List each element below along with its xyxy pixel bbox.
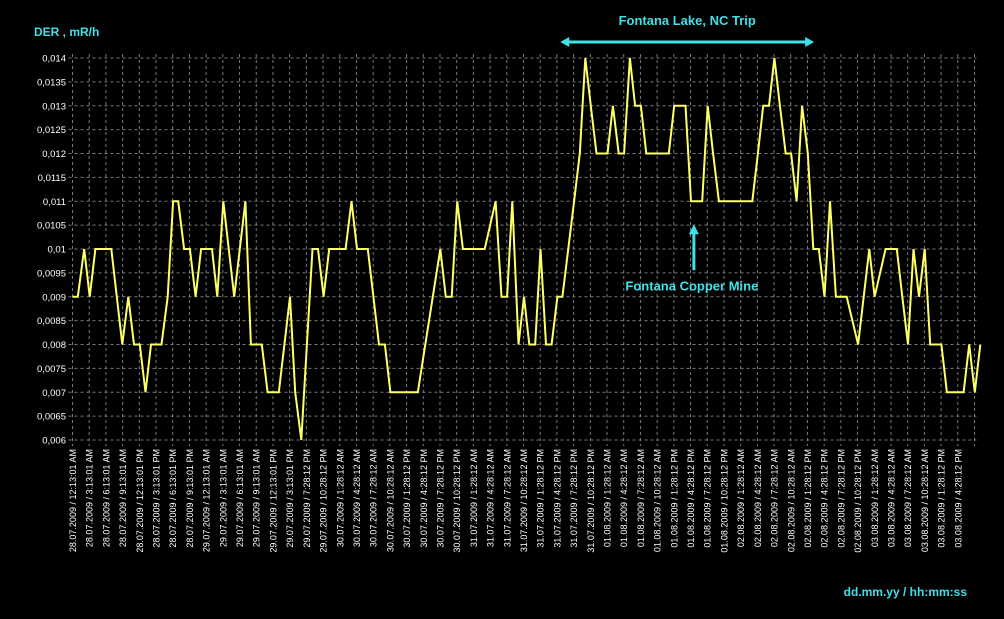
y-tick-label: 0,011	[43, 197, 66, 208]
dose-rate-line	[72, 57, 982, 441]
x-tick-label: 01.08.2009 / 10:28:12 AM	[653, 449, 663, 552]
x-tick-label: 29.07.2009 / 3:13:01 PM	[285, 449, 295, 548]
x-tick-label: 03.08.2009 / 7:28:12 AM	[903, 449, 913, 547]
trip-annotation-label: Fontana Lake, NC Trip	[619, 13, 756, 28]
mine-arrow-head	[688, 224, 699, 235]
x-tick-label: 31.07.2009 / 4:28:12 PM	[552, 449, 562, 548]
y-tick-label: 0,01	[48, 245, 67, 256]
y-tick-label: 0,013	[42, 101, 66, 112]
y-tick-label: 0,0125	[37, 125, 66, 136]
x-tick-label: 02.08.2009 / 10:28:12 AM	[786, 449, 796, 552]
y-axis-label: DER , mR/h	[34, 25, 99, 39]
x-tick-label: 30.07.2009 / 1:28:12 AM	[335, 449, 345, 547]
x-tick-label: 01.08.2009 / 1:28:12 PM	[669, 449, 679, 548]
x-tick-label: 30.07.2009 / 10:28:12 AM	[385, 449, 395, 552]
x-tick-label: 28.07.2009 / 12:13:01 PM	[135, 449, 145, 553]
trip-range-arrow-right-head	[805, 37, 815, 47]
x-tick-label: 28.07.2009 / 3:13:01 PM	[152, 449, 162, 548]
y-tick-label: 0,0135	[37, 77, 66, 88]
y-tick-label: 0,012	[42, 149, 66, 160]
series-group	[72, 57, 982, 441]
x-tick-label: 31.07.2009 / 4:28:12 AM	[486, 449, 496, 547]
y-tick-label: 0,0065	[37, 412, 66, 423]
x-tick-label: 30.07.2009 / 7:28:12 AM	[369, 449, 379, 547]
x-tick-label: 30.07.2009 / 1:28:12 PM	[402, 449, 412, 548]
x-tick-label: 29.07.2009 / 10:28:12 PM	[319, 449, 329, 553]
x-tick-label: 28.07.2009 / 6:13:01 AM	[101, 449, 111, 547]
y-tick-label: 0,0115	[38, 173, 66, 184]
x-tick-label: 31.07.2009 / 10:28:12 AM	[519, 449, 529, 552]
y-tick-label: 0,0105	[37, 221, 66, 232]
x-tick-label: 02.08.2009 / 1:28:12 AM	[736, 449, 746, 547]
x-tick-label: 03.08.2009 / 4:28:12 PM	[953, 449, 963, 548]
y-tick-label: 0,008	[42, 340, 66, 351]
x-tick-label: 29.07.2009 / 7:28:12 PM	[302, 449, 312, 548]
x-axis-ticks: 28.07.2009 / 12:13:01 AM 28.07.2009 / 3:1…	[68, 449, 963, 553]
y-axis-ticks: 0,006 0,0065 0,007 0,0075 0,008 0,0085 0,009 0,…	[37, 54, 66, 447]
x-tick-label: 28.07.2009 / 12:13:01 AM	[68, 449, 78, 552]
x-tick-label: 30.07.2009 / 10:28:12 PM	[452, 449, 462, 553]
x-tick-label: 28.07.2009 / 9:13:01 PM	[185, 449, 195, 548]
y-tick-label: 0,0085	[37, 316, 66, 327]
x-tick-label: 02.08.2009 / 10:28:12 PM	[853, 449, 863, 553]
x-tick-label: 03.08.2009 / 4:28:12 AM	[886, 449, 896, 547]
x-tick-label: 31.07.2009 / 1:28:12 PM	[536, 449, 546, 548]
mine-annotation-label: Fontana Copper Mine	[625, 278, 758, 293]
x-tick-label: 29.07.2009 / 3:13:01 AM	[218, 449, 228, 547]
x-tick-label: 28.07.2009 / 3:13:01 AM	[85, 449, 95, 547]
y-tick-label: 0,014	[42, 54, 66, 65]
y-tick-label: 0,009	[42, 292, 66, 303]
x-tick-label: 03.08.2009 / 10:28:12 AM	[920, 449, 930, 552]
x-tick-label: 28.07.2009 / 6:13:01 PM	[168, 449, 178, 548]
x-tick-label: 01.08.2009 / 7:28:12 PM	[703, 449, 713, 548]
x-tick-label: 01.08.2009 / 4:28:12 AM	[619, 449, 629, 547]
x-tick-label: 01.08.2009 / 1:28:12 AM	[603, 449, 613, 547]
x-tick-label: 30.07.2009 / 4:28:12 PM	[419, 449, 429, 548]
x-tick-label: 29.07.2009 / 9:13:01 AM	[252, 449, 262, 547]
x-tick-label: 03.08.2009 / 1:28:12 AM	[870, 449, 880, 547]
x-tick-label: 03.08.2009 / 1:28:12 PM	[937, 449, 947, 548]
x-tick-label: 02.08.2009 / 7:28:12 PM	[836, 449, 846, 548]
x-tick-label: 01.08.2009 / 4:28:12 PM	[686, 449, 696, 548]
x-tick-label: 30.07.2009 / 4:28:12 AM	[352, 449, 362, 547]
x-tick-label: 02.08.2009 / 7:28:12 AM	[770, 449, 780, 547]
x-tick-label: 31.07.2009 / 1:28:12 AM	[469, 449, 479, 547]
x-tick-label: 28.07.2009 / 9:13:01 AM	[118, 449, 128, 547]
x-tick-label: 30.07.2009 / 7:28:12 PM	[435, 449, 445, 548]
x-tick-label: 29.07.2009 / 6:13:01 AM	[235, 449, 245, 547]
x-tick-label: 29.07.2009 / 12:13:01 PM	[268, 449, 278, 553]
x-tick-label: 01.08.2009 / 7:28:12 AM	[636, 449, 646, 547]
y-tick-label: 0,006	[42, 436, 66, 447]
x-tick-label: 31.07.2009 / 10:28:12 PM	[586, 449, 596, 553]
trip-range-arrow-left-head	[560, 37, 570, 47]
x-tick-label: 31.07.2009 / 7:28:12 AM	[502, 449, 512, 547]
x-tick-label: 02.08.2009 / 4:28:12 AM	[753, 449, 763, 547]
x-tick-label: 29.07.2009 / 12:13:01 AM	[202, 449, 212, 552]
y-tick-label: 0,007	[42, 388, 66, 399]
x-axis-label: dd.mm.yy / hh:mm:ss	[844, 585, 968, 599]
x-tick-label: 02.08.2009 / 1:28:12 PM	[803, 449, 813, 548]
y-tick-label: 0,0095	[37, 268, 66, 279]
x-tick-label: 01.08.2009 / 10:28:12 PM	[719, 449, 729, 553]
y-tick-label: 0,0075	[37, 364, 66, 375]
x-tick-label: 31.07.2009 / 7:28:12 PM	[569, 449, 579, 548]
x-tick-label: 02.08.2009 / 4:28:12 PM	[820, 449, 830, 548]
annotations: Fontana Lake, NC Trip Fontana Copper Mine	[560, 13, 815, 293]
